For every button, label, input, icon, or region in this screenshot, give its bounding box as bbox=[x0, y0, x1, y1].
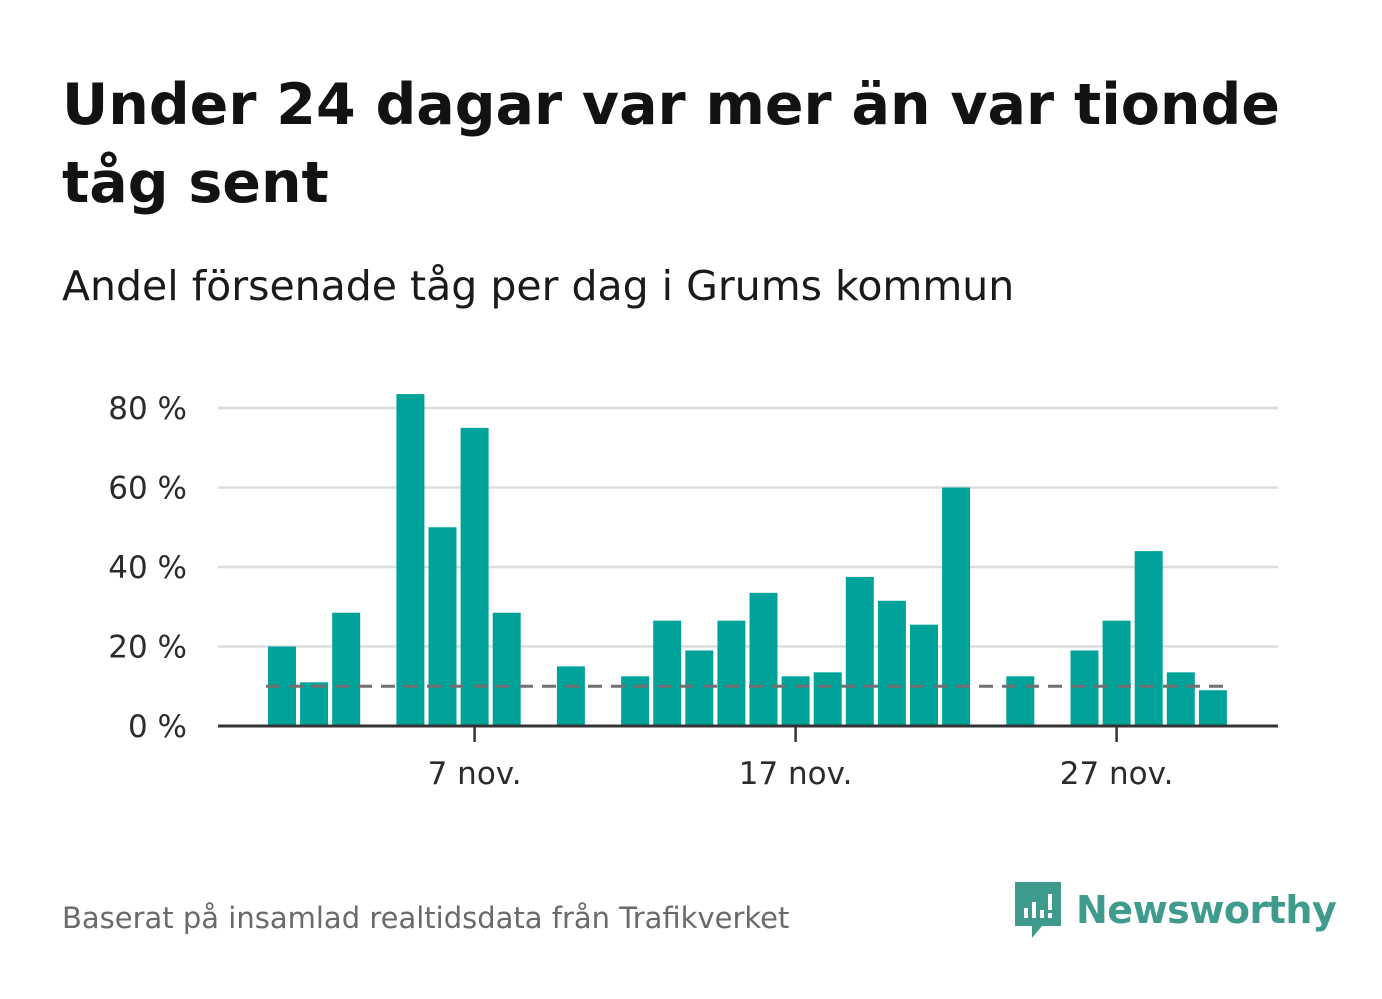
bar bbox=[942, 487, 971, 726]
x-tick-label: 17 nov. bbox=[739, 756, 853, 792]
x-tick-label: 7 nov. bbox=[428, 756, 522, 792]
bar bbox=[428, 527, 457, 726]
y-axis-ticks: 0 % 20 % 40 % 60 % 80 % bbox=[108, 391, 187, 745]
bars bbox=[268, 394, 1227, 726]
bar bbox=[910, 624, 938, 726]
bar bbox=[621, 676, 650, 726]
y-tick-label: 40 % bbox=[108, 550, 187, 586]
bar bbox=[332, 612, 361, 726]
bar bbox=[1166, 672, 1195, 726]
brand-logo: Newsworthy bbox=[1012, 878, 1337, 942]
chart-subtitle: Andel försenade tåg per dag i Grums komm… bbox=[62, 262, 1015, 310]
y-tick-label: 80 % bbox=[108, 391, 187, 427]
y-tick-label: 20 % bbox=[108, 630, 187, 666]
bar bbox=[845, 576, 874, 726]
bar bbox=[1102, 620, 1131, 726]
bar bbox=[653, 620, 682, 726]
bar bbox=[492, 612, 521, 726]
bar bbox=[1070, 650, 1099, 726]
bar bbox=[300, 682, 329, 726]
gridlines bbox=[218, 406, 1278, 648]
source-note: Baserat på insamlad realtidsdata från Tr… bbox=[62, 901, 790, 935]
y-tick-label: 0 % bbox=[128, 709, 187, 745]
bar bbox=[1198, 690, 1227, 726]
x-axis-ticks: 7 nov. 17 nov. 27 nov. bbox=[428, 726, 1174, 792]
bar bbox=[749, 592, 778, 726]
bar bbox=[813, 672, 842, 726]
bar bbox=[781, 676, 810, 726]
bar bbox=[1134, 551, 1163, 726]
y-tick-label: 60 % bbox=[108, 471, 187, 507]
bar bbox=[396, 394, 425, 726]
bar bbox=[877, 600, 906, 726]
x-tick-label: 27 nov. bbox=[1060, 756, 1174, 792]
chart-title: Under 24 dagar var mer än var tionde tåg… bbox=[62, 72, 1280, 216]
bar bbox=[556, 666, 585, 726]
brand-name: Newsworthy bbox=[1076, 888, 1337, 932]
bar bbox=[460, 427, 489, 726]
bar bbox=[685, 650, 714, 726]
bar bbox=[717, 620, 746, 726]
newsworthy-logo-icon bbox=[1015, 882, 1061, 938]
delay-bar-chart: 0 % 20 % 40 % 60 % 80 % 7 nov. 17 nov. 27 nov. bbox=[108, 391, 1278, 792]
bar bbox=[1006, 676, 1035, 726]
